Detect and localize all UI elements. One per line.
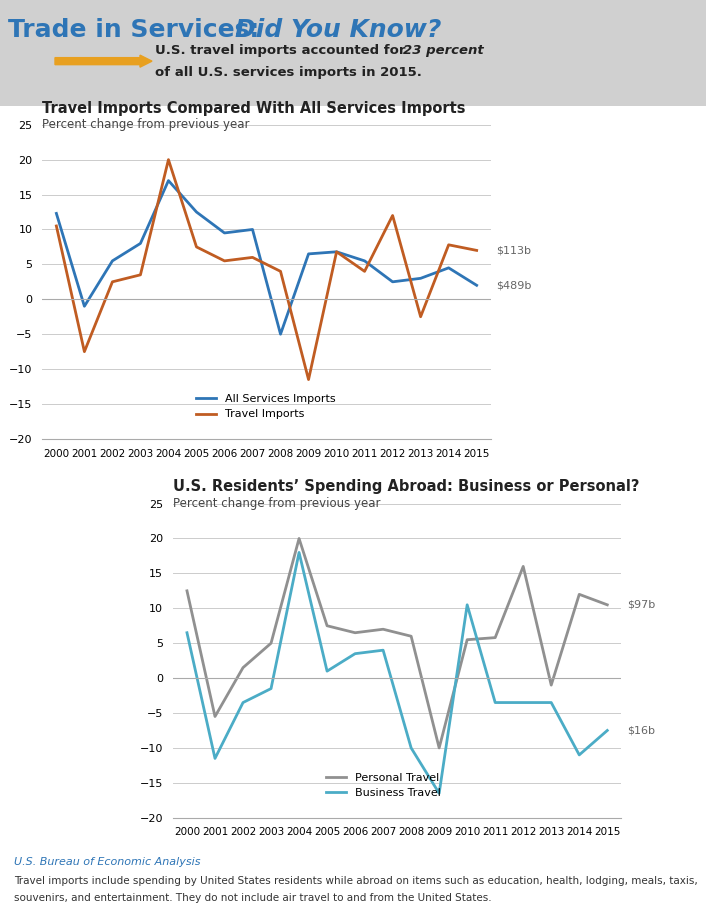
Legend: Personal Travel, Business Travel: Personal Travel, Business Travel	[322, 769, 445, 803]
Text: of all U.S. services imports in 2015.: of all U.S. services imports in 2015.	[155, 66, 422, 79]
Text: Trade in Services:: Trade in Services:	[8, 18, 268, 43]
Text: $113b: $113b	[496, 246, 532, 255]
Text: Did You Know?: Did You Know?	[235, 18, 441, 43]
Legend: All Services Imports, Travel Imports: All Services Imports, Travel Imports	[191, 390, 340, 424]
Text: U.S. Residents’ Spending Abroad: Business or Personal?: U.S. Residents’ Spending Abroad: Busines…	[173, 480, 640, 494]
Text: Travel imports include spending by United States residents while abroad on items: Travel imports include spending by Unite…	[14, 876, 698, 886]
Text: Percent change from previous year: Percent change from previous year	[42, 118, 250, 131]
Text: Percent change from previous year: Percent change from previous year	[173, 497, 381, 510]
Text: 23 percent: 23 percent	[403, 43, 484, 56]
FancyArrow shape	[55, 55, 152, 67]
Text: souvenirs, and entertainment. They do not include air travel to and from the Uni: souvenirs, and entertainment. They do no…	[14, 893, 492, 903]
Text: $16b: $16b	[627, 725, 655, 736]
Text: $97b: $97b	[627, 600, 655, 610]
Text: $489b: $489b	[496, 280, 532, 290]
Text: Travel Imports Compared With All Services Imports: Travel Imports Compared With All Service…	[42, 101, 466, 116]
Text: U.S. travel imports accounted for: U.S. travel imports accounted for	[155, 43, 410, 56]
Text: U.S. Bureau of Economic Analysis: U.S. Bureau of Economic Analysis	[14, 857, 201, 868]
